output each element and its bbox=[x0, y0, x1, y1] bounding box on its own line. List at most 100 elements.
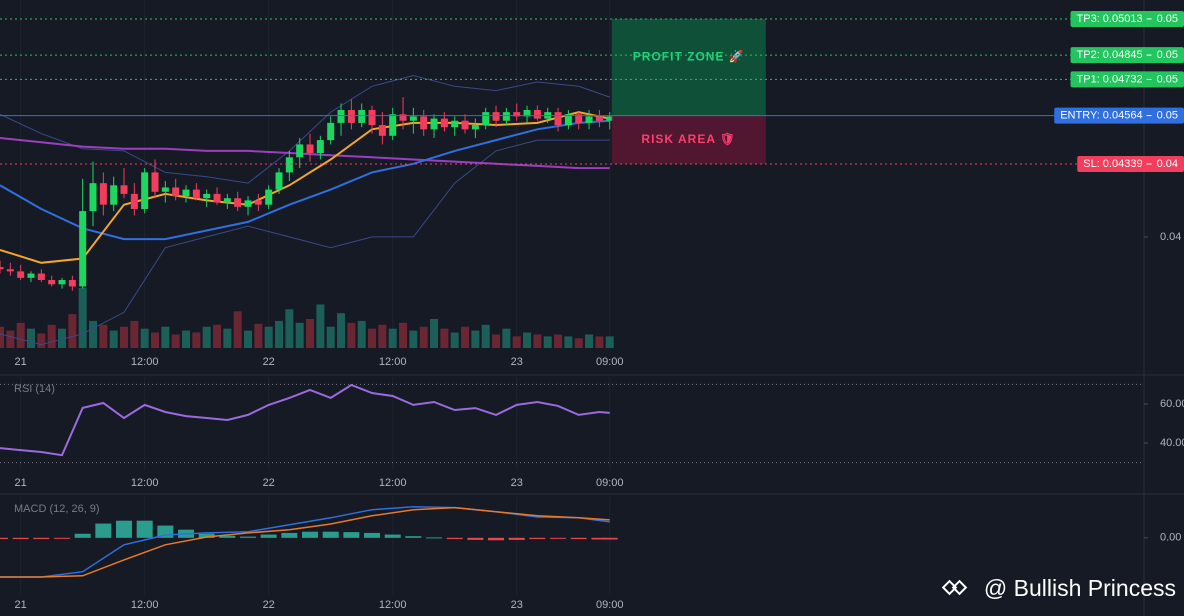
zone-label: PROFIT ZONE 🚀 bbox=[633, 49, 745, 63]
x-tick-label: 12:00 bbox=[131, 599, 159, 611]
volume-bar bbox=[213, 324, 222, 348]
volume-bar bbox=[440, 328, 449, 348]
volume-bar bbox=[388, 328, 397, 348]
candle-body bbox=[471, 125, 479, 130]
candle-body bbox=[151, 172, 159, 192]
watermark: @ Bullish Princess bbox=[984, 575, 1176, 601]
volume-bar bbox=[605, 336, 614, 348]
x-tick-label: 12:00 bbox=[379, 599, 407, 611]
volume-bar bbox=[285, 309, 294, 348]
candle-body bbox=[275, 172, 283, 190]
candle-body bbox=[203, 193, 211, 199]
zone-label: RISK AREA 🛡 bbox=[641, 132, 736, 146]
histogram-bar bbox=[281, 532, 298, 538]
candle-body bbox=[296, 144, 304, 158]
level-label: TP1: 0.04732 bbox=[1077, 73, 1143, 85]
candle-body bbox=[316, 140, 324, 154]
x-tick-label: 23 bbox=[511, 477, 523, 489]
rsi-line bbox=[0, 383, 610, 457]
volume-bar bbox=[306, 318, 315, 348]
x-tick-label: 12:00 bbox=[379, 356, 407, 368]
candle-body bbox=[37, 273, 45, 280]
candle-body bbox=[48, 279, 56, 285]
histogram-bar bbox=[95, 523, 112, 538]
x-tick-label: 09:00 bbox=[596, 477, 624, 489]
volume-bar bbox=[595, 336, 604, 348]
x-tick-label: 09:00 bbox=[596, 599, 624, 611]
candle-body bbox=[192, 189, 200, 199]
x-tick-label: 09:00 bbox=[596, 356, 624, 368]
histogram-bar bbox=[260, 534, 277, 538]
watermark-logo bbox=[941, 579, 968, 596]
candle-body bbox=[244, 200, 252, 207]
histogram-bar bbox=[508, 537, 525, 540]
candle-body bbox=[533, 109, 541, 119]
candle-body bbox=[234, 198, 242, 207]
x-tick-label: 22 bbox=[263, 599, 275, 611]
volume-bar bbox=[399, 322, 408, 348]
histogram-bar bbox=[240, 536, 257, 538]
candle-body bbox=[213, 193, 221, 203]
volume-bar bbox=[27, 328, 36, 348]
volume-bar bbox=[450, 332, 459, 348]
volume-bar bbox=[58, 328, 67, 348]
volume-bar bbox=[171, 334, 180, 348]
level-scale-label: 0.05 bbox=[1157, 49, 1178, 61]
x-tick-label: 22 bbox=[263, 356, 275, 368]
overlay-line bbox=[0, 119, 610, 241]
volume-bar bbox=[554, 334, 563, 348]
volume-bar bbox=[574, 338, 583, 348]
volume-bar bbox=[223, 328, 232, 348]
x-tick-label: 23 bbox=[511, 599, 523, 611]
candle-body bbox=[130, 193, 138, 209]
x-tick-label: 21 bbox=[15, 356, 27, 368]
histogram-bar bbox=[302, 531, 319, 538]
candle-body bbox=[110, 185, 118, 205]
level-scale-label: 0.04 bbox=[1157, 158, 1178, 170]
candle-body bbox=[182, 189, 190, 197]
volume-bar bbox=[89, 320, 98, 348]
histogram-bar bbox=[54, 537, 71, 539]
candle-body bbox=[89, 183, 97, 212]
candles bbox=[0, 74, 614, 348]
volume-bar bbox=[130, 320, 139, 348]
candle-body bbox=[451, 120, 459, 128]
candle-body bbox=[606, 116, 614, 121]
candle-body bbox=[523, 109, 531, 117]
volume-bar bbox=[471, 330, 480, 348]
zone bbox=[611, 115, 766, 164]
histogram-bar bbox=[384, 534, 401, 538]
candle-body bbox=[461, 120, 469, 130]
volume-bar bbox=[264, 326, 273, 348]
histogram-bar bbox=[364, 532, 381, 538]
panel-title: RSI (14) bbox=[14, 383, 55, 395]
volume-bar bbox=[244, 330, 253, 348]
level-badge bbox=[1070, 47, 1184, 64]
candle-body bbox=[265, 189, 273, 205]
volume-bar bbox=[533, 334, 542, 348]
volume-bar bbox=[99, 324, 108, 348]
volume-bar bbox=[481, 324, 490, 348]
candle-body bbox=[399, 114, 407, 121]
volume-bar bbox=[585, 334, 594, 348]
y-tick-label: 0.00 bbox=[1160, 532, 1181, 544]
level-scale-label: 0.05 bbox=[1157, 13, 1178, 25]
x-tick-label: 12:00 bbox=[379, 477, 407, 489]
candle-body bbox=[575, 114, 583, 123]
panel-title: MACD (12, 26, 9) bbox=[14, 503, 100, 515]
volume-bar bbox=[512, 336, 521, 348]
candle-body bbox=[389, 114, 397, 136]
volume-bar bbox=[182, 330, 191, 348]
histogram-bar bbox=[12, 537, 29, 540]
level-badge bbox=[1070, 10, 1184, 27]
candle-body bbox=[68, 279, 76, 287]
volume-bar bbox=[564, 336, 573, 348]
histogram-bar bbox=[601, 537, 618, 540]
y-tick-label: 0.04 bbox=[1160, 231, 1181, 243]
histogram-bar bbox=[219, 535, 236, 538]
volume-bar bbox=[316, 304, 325, 348]
histogram-bar bbox=[198, 533, 215, 538]
volume-bar bbox=[68, 314, 77, 348]
